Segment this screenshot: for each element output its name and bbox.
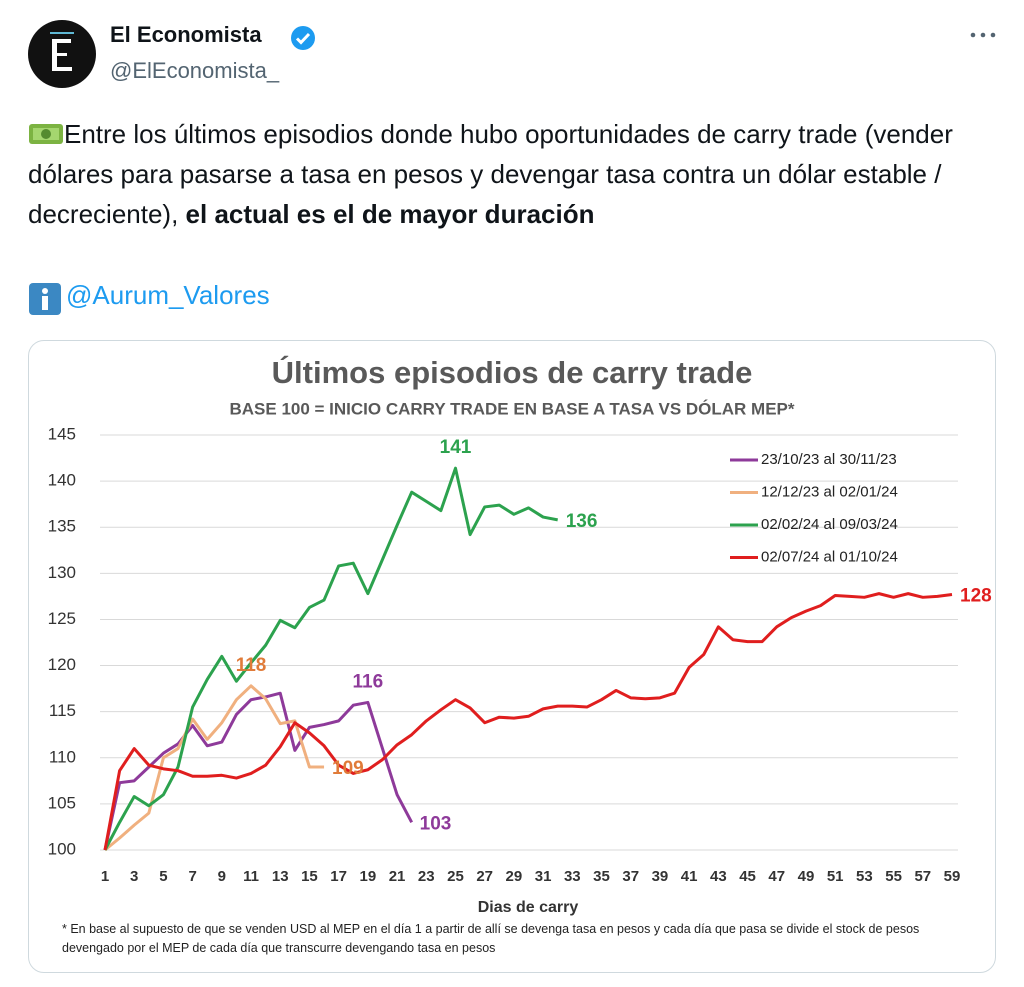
y-tick-label: 145 [48,424,76,443]
legend-label: 02/07/24 al 01/10/24 [761,548,898,565]
x-tick-label: 43 [710,868,727,885]
x-tick-label: 11 [243,868,259,885]
money-emoji [29,124,63,144]
chart-title: Últimos episodios de carry trade [272,354,753,390]
x-tick-label: 17 [330,868,347,885]
x-tick-label: 37 [622,868,639,885]
data-label: 103 [420,813,452,834]
data-label: 136 [566,511,598,532]
data-label: 116 [353,671,384,692]
y-tick-label: 100 [48,839,76,858]
y-tick-label: 120 [48,655,76,674]
x-tick-label: 57 [914,868,931,885]
legend-label: 02/02/24 al 09/03/24 [761,516,898,533]
x-tick-label: 49 [798,868,815,885]
mention-link[interactable]: @Aurum_Valores [66,280,270,310]
x-tick-label: 41 [681,868,698,885]
y-tick-label: 140 [48,471,76,490]
x-tick-label: 21 [389,868,406,885]
x-tick-label: 53 [856,868,873,885]
footnote: * En base al supuesto de que se venden U… [62,922,920,955]
series-line [103,466,558,851]
y-tick-label: 110 [49,747,76,766]
tweet-text: Entre los últimos episodios donde hubo o… [28,114,1003,234]
series-line [104,684,325,852]
y-tick-label: 135 [48,517,76,536]
x-tick-label: 59 [944,868,961,885]
x-tick-label: 31 [535,868,552,885]
x-axis-label: Dias de carry [478,899,579,916]
y-tick-label: 105 [48,793,76,812]
data-label: 109 [332,758,364,779]
x-tick-label: 5 [159,868,167,885]
chart-subtitle: BASE 100 = INICIO CARRY TRADE EN BASE A … [229,399,794,418]
account-handle[interactable]: @ElEconomista_ [110,58,280,83]
x-tick-label: 9 [218,868,226,885]
tweet-bold: el actual es el de mayor duración [185,199,595,229]
y-tick-label: 115 [49,701,76,720]
chart-card[interactable] [28,340,996,973]
avatar[interactable] [28,20,96,88]
x-tick-label: 35 [593,868,610,885]
x-tick-label: 39 [652,868,669,885]
more-menu[interactable] [968,28,998,42]
x-tick-label: 1 [101,868,109,885]
series-line [103,592,953,851]
x-tick-label: 25 [447,868,464,885]
legend-label: 12/12/23 al 02/01/24 [761,483,898,500]
x-tick-label: 51 [827,868,844,885]
x-tick-label: 45 [739,868,756,885]
legend-label: 23/10/23 al 30/11/23 [761,451,897,468]
x-tick-label: 33 [564,868,581,885]
y-tick-label: 130 [48,563,76,582]
x-tick-label: 7 [188,868,196,885]
y-tick-label: 125 [48,609,76,628]
x-tick-label: 29 [506,868,523,885]
info-emoji [29,283,61,315]
account-name[interactable]: El Economista [110,22,262,47]
x-tick-label: 47 [768,868,785,885]
x-tick-label: 3 [130,868,138,885]
data-label: 141 [440,437,472,458]
x-tick-label: 13 [272,868,289,885]
data-label: 128 [960,586,992,607]
tweet-body: Entre los últimos episodios donde hubo o… [28,119,953,229]
verified-badge [291,26,315,50]
series-line [103,691,413,851]
x-tick-label: 23 [418,868,435,885]
x-tick-label: 15 [301,868,318,885]
data-label: 118 [236,655,267,676]
x-tick-label: 27 [476,868,493,885]
x-tick-label: 55 [885,868,902,885]
x-tick-label: 19 [360,868,377,885]
